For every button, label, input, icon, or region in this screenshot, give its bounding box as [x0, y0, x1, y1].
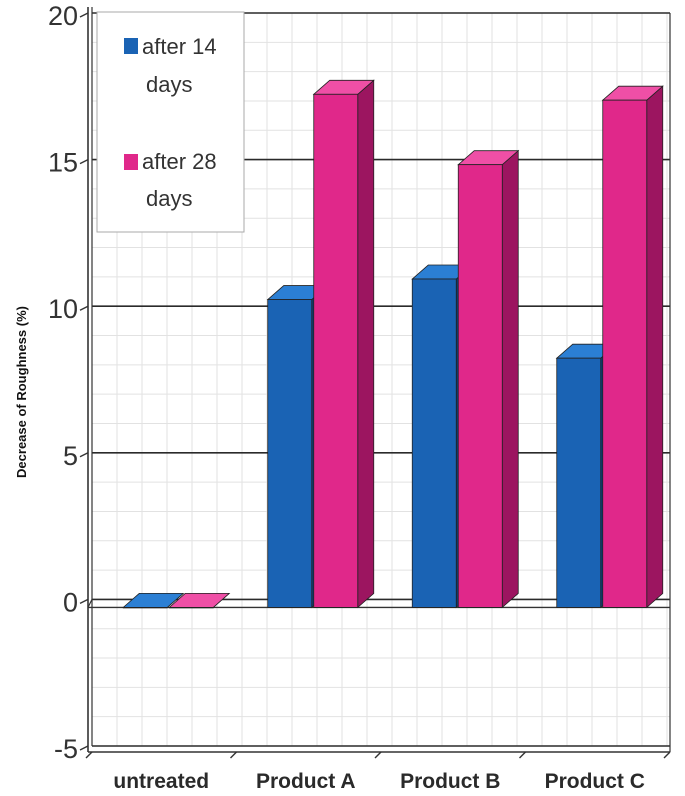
y-tick-labels: -5 0 5 10 15 20	[48, 1, 78, 764]
legend: after 14 days after 28 days	[96, 11, 245, 233]
x-tick-label: Product C	[545, 770, 645, 793]
legend-box	[96, 11, 245, 233]
bar-after-28-untreated	[168, 593, 231, 609]
bar-front-face	[602, 99, 648, 608]
y-axis-title: Decrease of Roughness (%)	[14, 306, 29, 478]
x-tick-mark	[230, 751, 237, 759]
legend-label-after-28-line2: days	[146, 186, 192, 211]
x-tick-mark	[85, 751, 93, 759]
bar-side-face	[501, 149, 519, 609]
legend-swatch-after-14	[124, 38, 138, 54]
bar-front-face	[267, 299, 313, 608]
y-tick-label: 10	[48, 294, 78, 324]
bars	[122, 79, 664, 609]
y-tick-mark	[79, 745, 89, 751]
y-tick-mark	[79, 12, 89, 18]
bar-front-face	[411, 278, 457, 608]
legend-label-after-28-line1: after 28	[142, 149, 217, 174]
bar-after-14-untreated	[122, 593, 185, 609]
x-tick-mark	[519, 751, 526, 759]
x-tick-label: Product A	[256, 770, 356, 793]
y-tick-mark	[79, 158, 89, 165]
y-tick-label: -5	[54, 734, 78, 764]
y-tick-label: 20	[48, 1, 78, 31]
bar-front-face	[122, 607, 168, 609]
y-tick-label: 15	[48, 148, 78, 178]
legend-label-after-14-line2: days	[146, 72, 192, 97]
bar-front-face	[313, 93, 359, 608]
y-tick-mark	[79, 598, 89, 605]
x-tick-labels: untreated Product A Product B Product C	[113, 770, 645, 793]
bar-after-28-product-b	[457, 149, 520, 609]
bar-front-face	[556, 357, 602, 608]
bar-after-28-product-a	[312, 79, 375, 609]
x-tick-label: Product B	[400, 770, 500, 793]
bar-front-face	[457, 164, 503, 608]
bar-side-face	[646, 85, 664, 609]
bar-side-face	[357, 79, 375, 609]
x-tick-mark	[374, 751, 382, 759]
legend-label-after-14-line1: after 14	[142, 34, 217, 59]
legend-swatch-after-28	[124, 154, 138, 170]
zero-floor-edge	[87, 599, 93, 608]
y-tick-label: 0	[63, 587, 78, 617]
x-tick-mark	[663, 751, 671, 759]
y-tick-mark	[79, 452, 89, 458]
x-tick-label: untreated	[113, 770, 209, 793]
bar-after-28-product-c	[601, 85, 664, 609]
y-tick-label: 5	[63, 441, 78, 471]
y-tick-mark	[79, 305, 89, 311]
bar-front-face	[168, 607, 214, 609]
